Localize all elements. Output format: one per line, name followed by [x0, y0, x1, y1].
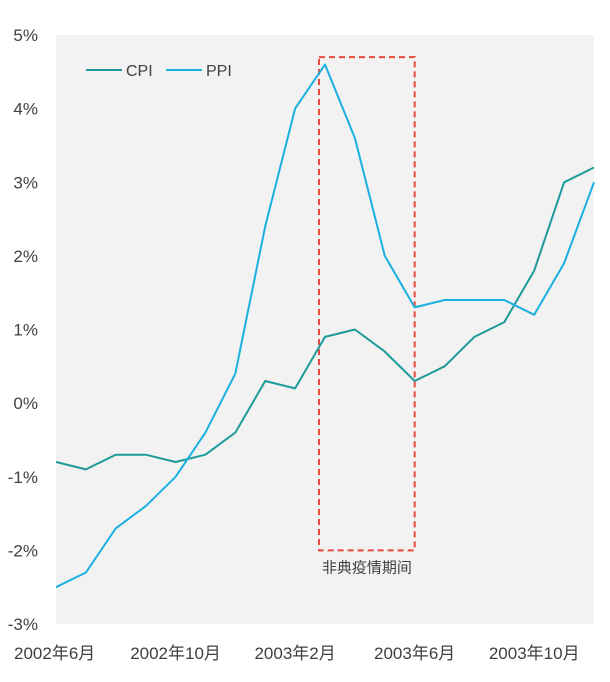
annotation-label: 非典疫情期间: [322, 558, 412, 576]
legend-label-cpi: CPI: [126, 63, 153, 80]
y-tick-label: 5%: [13, 26, 38, 45]
x-tick-label: 2002年6月: [14, 644, 95, 663]
y-tick-label: 2%: [13, 247, 38, 266]
series-line-ppi: [55, 63, 595, 589]
series-group: [55, 63, 595, 589]
y-tick-label: -1%: [8, 468, 38, 487]
x-tick-label: 2003年2月: [254, 644, 335, 663]
series-line-cpi: [55, 166, 595, 471]
x-tick-label: 2003年10月: [489, 644, 580, 663]
legend: CPI PPI: [86, 63, 232, 80]
y-tick-label: -3%: [8, 615, 38, 634]
y-tick-label: -2%: [8, 541, 38, 560]
annotation-group: 非典疫情期间: [318, 56, 416, 576]
plot-background: [56, 35, 594, 624]
legend-label-ppi: PPI: [206, 63, 232, 80]
y-tick-label: 4%: [13, 100, 38, 119]
y-tick-label: 1%: [13, 321, 38, 340]
y-tick-label: 0%: [13, 394, 38, 413]
x-tick-label: 2003年6月: [374, 644, 455, 663]
x-tick-label: 2002年10月: [130, 644, 221, 663]
x-axis-tick-labels: 2002年6月 2002年10月 2003年2月 2003年6月 2003年10月: [14, 644, 580, 663]
y-axis-tick-labels: 5% 4% 3% 2% 1% 0% -1% -2% -3%: [8, 26, 38, 634]
y-tick-label: 3%: [13, 173, 38, 192]
annotation-box: [318, 56, 416, 552]
